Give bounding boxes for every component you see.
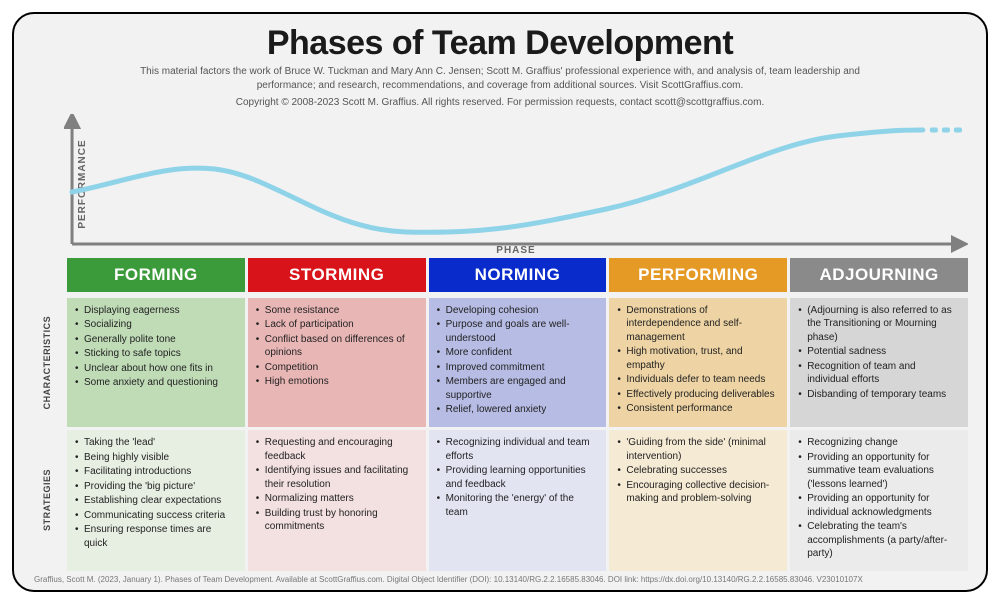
list-item: Developing cohesion (437, 304, 599, 318)
list-item: Displaying eagerness (75, 304, 237, 318)
list-item: Building trust by honoring commitments (256, 507, 418, 534)
list-item: Encouraging collective decision-making a… (617, 479, 779, 506)
phase-header-storming: STORMING (248, 258, 426, 292)
footer-citation: Graffius, Scott M. (2023, January 1). Ph… (32, 575, 968, 584)
list-item: Providing learning opportunities and fee… (437, 464, 599, 491)
strategies-cell: Requesting and encouraging feedbackIdent… (248, 430, 426, 571)
list-item: High emotions (256, 375, 418, 389)
chart-svg (64, 114, 968, 254)
phase-header-norming: NORMING (429, 258, 607, 292)
infographic-frame: Phases of Team Development This material… (12, 12, 988, 592)
curve-dash (954, 127, 962, 132)
list-item: Improved commitment (437, 361, 599, 375)
curve-dash (930, 127, 938, 132)
strategies-cell: Recognizing individual and team effortsP… (429, 430, 607, 571)
list-item: Lack of participation (256, 318, 418, 332)
phase-header-forming: FORMING (67, 258, 245, 292)
performance-curve (72, 130, 923, 232)
list-item: Celebrating successes (617, 464, 779, 478)
subtitle-line-2: Copyright © 2008-2023 Scott M. Graffius.… (236, 96, 764, 110)
list-item: Being highly visible (75, 451, 237, 465)
list-item: Some resistance (256, 304, 418, 318)
strategies-cell: Taking the 'lead'Being highly visibleFac… (67, 430, 245, 571)
characteristics-cell: Displaying eagernessSocializingGenerally… (67, 298, 245, 427)
list-item: Identifying issues and facilitating thei… (256, 464, 418, 491)
row-header-strategies: STRATEGIES (30, 430, 64, 571)
list-item: Members are engaged and supportive (437, 375, 599, 402)
list-item: (Adjourning is also referred to as the T… (798, 304, 960, 345)
curve-dashes (930, 127, 962, 132)
list-item: Providing the 'big picture' (75, 480, 237, 494)
list-item: Sticking to safe topics (75, 347, 237, 361)
characteristics-cell: Demonstrations of interdependence and se… (609, 298, 787, 427)
characteristics-cell: Developing cohesionPurpose and goals are… (429, 298, 607, 427)
phase-header-performing: PERFORMING (609, 258, 787, 292)
list-item: Providing an opportunity for summative t… (798, 451, 960, 492)
list-item: Potential sadness (798, 345, 960, 359)
list-item: Competition (256, 361, 418, 375)
page-title: Phases of Team Development (32, 24, 968, 63)
list-item: Recognizing change (798, 436, 960, 450)
list-item: 'Guiding from the side' (minimal interve… (617, 436, 779, 463)
list-item: Normalizing matters (256, 492, 418, 506)
list-item: Disbanding of temporary teams (798, 388, 960, 402)
list-item: Celebrating the team's accomplishments (… (798, 520, 960, 561)
characteristics-cell: (Adjourning is also referred to as the T… (790, 298, 968, 427)
list-item: Requesting and encouraging feedback (256, 436, 418, 463)
list-item: Recognition of team and individual effor… (798, 360, 960, 387)
list-item: Consistent performance (617, 402, 779, 416)
list-item: Establishing clear expectations (75, 494, 237, 508)
characteristics-cell: Some resistanceLack of participationConf… (248, 298, 426, 427)
list-item: Communicating success criteria (75, 509, 237, 523)
subtitle-line-1: This material factors the work of Bruce … (140, 65, 860, 92)
list-item: Purpose and goals are well-understood (437, 318, 599, 345)
strategies-cell: 'Guiding from the side' (minimal interve… (609, 430, 787, 571)
list-item: Ensuring response times are quick (75, 523, 237, 550)
list-item: Taking the 'lead' (75, 436, 237, 450)
list-item: Individuals defer to team needs (617, 373, 779, 387)
list-item: Socializing (75, 318, 237, 332)
list-item: Generally polite tone (75, 333, 237, 347)
list-item: Demonstrations of interdependence and se… (617, 304, 779, 345)
list-item: Recognizing individual and team efforts (437, 436, 599, 463)
curve-dash (942, 127, 950, 132)
table-corner (30, 258, 64, 295)
list-item: Facilitating introductions (75, 465, 237, 479)
list-item: Conflict based on differences of opinion… (256, 333, 418, 360)
list-item: Monitoring the 'energy' of the team (437, 492, 599, 519)
performance-chart: PERFORMANCE PHASE (64, 114, 968, 254)
phase-header-adjourning: ADJOURNING (790, 258, 968, 292)
strategies-cell: Recognizing changeProviding an opportuni… (790, 430, 968, 571)
list-item: Providing an opportunity for individual … (798, 492, 960, 519)
list-item: Effectively producing deliverables (617, 388, 779, 402)
row-header-characteristics: CHARACTERISTICS (30, 298, 64, 427)
phase-table: FORMINGSTORMINGNORMINGPERFORMINGADJOURNI… (30, 258, 968, 572)
list-item: Unclear about how one fits in (75, 362, 237, 376)
list-item: Relief, lowered anxiety (437, 403, 599, 417)
list-item: High motivation, trust, and empathy (617, 345, 779, 372)
list-item: Some anxiety and questioning (75, 376, 237, 390)
list-item: More confident (437, 346, 599, 360)
